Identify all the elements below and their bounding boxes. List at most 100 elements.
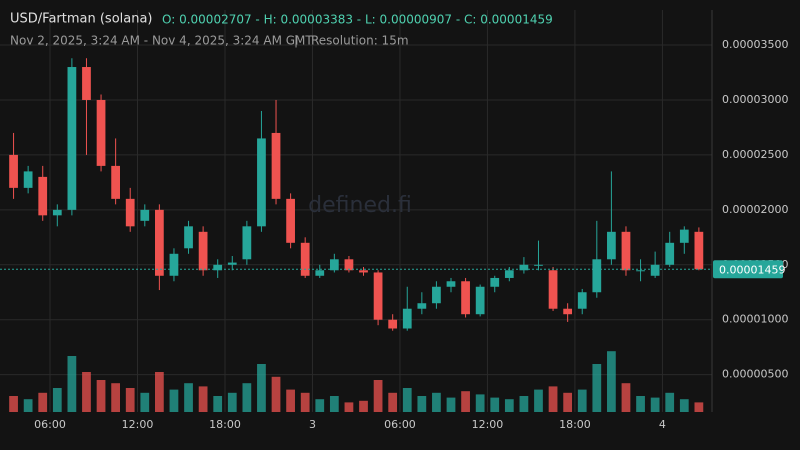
candle-body bbox=[650, 264, 660, 276]
candle-body bbox=[694, 231, 704, 270]
candle-body bbox=[96, 99, 106, 166]
volume-bar bbox=[432, 392, 441, 412]
candle-body bbox=[242, 226, 252, 260]
last-price-label: 0.00001459 bbox=[719, 263, 785, 276]
candle-body bbox=[315, 270, 325, 276]
candle-body bbox=[402, 308, 412, 329]
volume-bar bbox=[82, 372, 91, 412]
separator: | bbox=[294, 34, 298, 48]
candle-body bbox=[534, 264, 543, 266]
candle-body bbox=[607, 231, 616, 260]
candle-body bbox=[490, 277, 500, 287]
volume-bar bbox=[577, 389, 587, 412]
y-tick-label: 0.00001000 bbox=[722, 313, 788, 326]
candle-body bbox=[373, 272, 383, 320]
volume-bar bbox=[154, 372, 164, 412]
candle-body bbox=[417, 303, 427, 309]
volume-bar bbox=[227, 392, 237, 412]
resolution: Resolution: 15m bbox=[311, 34, 409, 48]
watermark: defined.fi bbox=[308, 193, 412, 218]
candle-body bbox=[286, 198, 295, 243]
volume-bar bbox=[461, 391, 470, 412]
volume-bar bbox=[242, 383, 252, 412]
volume-bar bbox=[344, 402, 354, 412]
candle-body bbox=[519, 264, 529, 271]
candle-body bbox=[329, 259, 339, 271]
volume-bar bbox=[213, 396, 223, 412]
candle-body bbox=[300, 242, 310, 276]
y-tick-label: 0.00002500 bbox=[722, 148, 788, 161]
subtitle: Nov 2, 2025, 3:24 AM - Nov 4, 2025, 3:24… bbox=[10, 34, 313, 48]
volume-bar bbox=[271, 376, 281, 412]
volume-bar bbox=[388, 392, 398, 412]
candle-body bbox=[344, 259, 354, 271]
candle-body bbox=[577, 292, 587, 309]
candle-body bbox=[636, 270, 645, 272]
y-tick-label: 0.00003000 bbox=[722, 93, 788, 106]
volume-bar bbox=[359, 400, 368, 412]
volume-bar bbox=[257, 364, 266, 412]
volume-bar bbox=[607, 351, 616, 412]
volume-bar bbox=[286, 389, 295, 412]
candle-body bbox=[621, 231, 631, 271]
candle-body bbox=[184, 226, 193, 249]
volume-bar bbox=[140, 392, 150, 412]
candle-body bbox=[9, 154, 18, 188]
volume-bar bbox=[548, 386, 558, 412]
candle-body bbox=[227, 262, 237, 265]
chart-title: USD/Fartman (solana) bbox=[10, 12, 153, 27]
volume-bar bbox=[563, 392, 573, 412]
candle-body bbox=[548, 270, 558, 309]
candle-body bbox=[359, 270, 368, 273]
x-tick-label: 18:00 bbox=[559, 418, 591, 431]
candle-body bbox=[169, 253, 179, 276]
volume-bar bbox=[52, 388, 62, 412]
candle-body bbox=[665, 242, 675, 265]
candle-body bbox=[213, 264, 223, 271]
volume-bar bbox=[9, 396, 18, 412]
x-tick-label: 06:00 bbox=[384, 418, 416, 431]
candle-body bbox=[82, 67, 91, 100]
volume-bar bbox=[636, 396, 645, 412]
grid bbox=[0, 10, 712, 412]
volume-bar bbox=[402, 388, 412, 412]
candle-body bbox=[475, 286, 485, 315]
candle-body bbox=[388, 319, 398, 329]
volume-bar bbox=[184, 383, 193, 412]
candle-body bbox=[432, 286, 441, 304]
volume-bar bbox=[96, 380, 106, 412]
volume-bar bbox=[125, 388, 135, 412]
volume-bar bbox=[504, 399, 514, 412]
volume-bar bbox=[169, 389, 179, 412]
x-tick-label: 18:00 bbox=[209, 418, 241, 431]
volume-bar bbox=[534, 389, 543, 412]
x-tick-label: 06:00 bbox=[34, 418, 66, 431]
candle-body bbox=[198, 231, 208, 271]
x-tick-label: 4 bbox=[659, 418, 666, 431]
volume-bar bbox=[679, 399, 689, 412]
volume-bar bbox=[23, 399, 33, 412]
volume-bar bbox=[198, 386, 208, 412]
volume-bar bbox=[38, 392, 48, 412]
last-price-box bbox=[713, 260, 783, 279]
x-tick-label: 12:00 bbox=[472, 418, 504, 431]
volume-bar bbox=[417, 396, 427, 412]
marks bbox=[9, 58, 704, 412]
y-tick-label: 0.00002000 bbox=[722, 203, 788, 216]
volume-bar bbox=[694, 402, 704, 412]
volume-bar bbox=[490, 397, 500, 412]
y-tick-label: 0.00000500 bbox=[722, 368, 788, 381]
volume-bar bbox=[650, 397, 660, 412]
volume-bar bbox=[621, 383, 631, 412]
x-tick-label: 12:00 bbox=[122, 418, 154, 431]
candle-body bbox=[140, 209, 150, 221]
volume-bar bbox=[67, 356, 77, 412]
candle-body bbox=[23, 171, 33, 188]
candle-body bbox=[38, 176, 48, 216]
volume-bar bbox=[665, 392, 675, 412]
y-tick-label: 0.00003500 bbox=[722, 38, 788, 51]
candle-body bbox=[111, 165, 121, 199]
volume-bar bbox=[519, 396, 529, 412]
